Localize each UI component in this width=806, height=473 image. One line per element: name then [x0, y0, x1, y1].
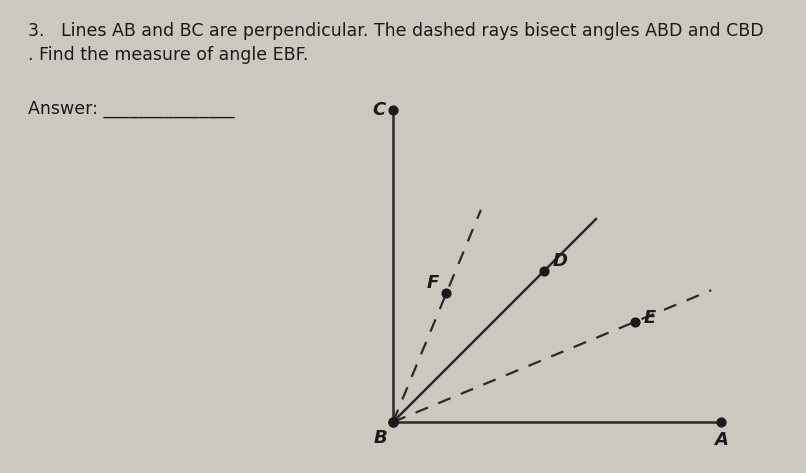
- Text: Answer: _______________: Answer: _______________: [28, 100, 235, 118]
- Point: [387, 106, 400, 114]
- Text: D: D: [552, 252, 567, 270]
- Text: A: A: [714, 431, 728, 449]
- Text: B: B: [374, 429, 388, 447]
- Point: [538, 267, 550, 275]
- Text: F: F: [426, 274, 438, 292]
- Text: 3.   Lines AB and BC are perpendicular. The dashed rays bisect angles ABD and CB: 3. Lines AB and BC are perpendicular. Th…: [28, 22, 763, 40]
- Text: E: E: [643, 308, 655, 326]
- Text: C: C: [372, 101, 385, 119]
- Text: . Find the measure of angle EBF.: . Find the measure of angle EBF.: [28, 46, 309, 64]
- Point: [715, 418, 728, 426]
- Point: [440, 289, 453, 297]
- Point: [387, 418, 400, 426]
- Point: [629, 318, 642, 325]
